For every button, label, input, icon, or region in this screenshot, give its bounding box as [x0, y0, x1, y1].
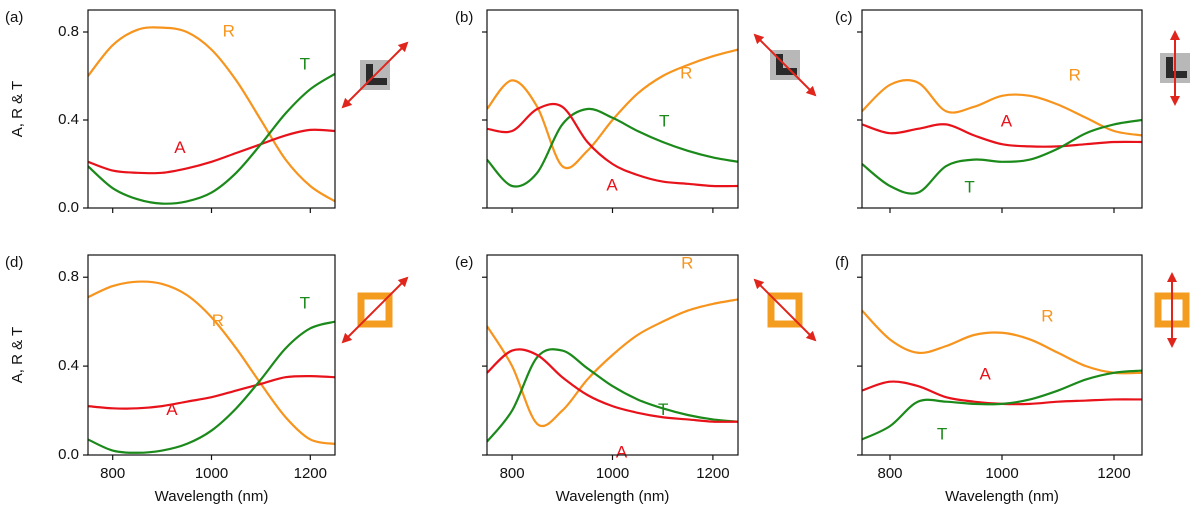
series-line — [487, 348, 738, 443]
panel-label: (b) — [455, 9, 473, 26]
x-tick-label: 1200 — [696, 465, 729, 482]
curve-label: T — [659, 112, 669, 131]
series-line — [487, 107, 738, 188]
x-axis-label: Wavelength (nm) — [155, 488, 269, 505]
curve-label: A — [166, 400, 178, 419]
panel-label: (e) — [455, 254, 473, 271]
curve-label: A — [616, 442, 628, 461]
curve-label: A — [1001, 112, 1013, 131]
curve-label: A — [606, 175, 618, 194]
curve-label: R — [223, 21, 235, 40]
plot-frame — [486, 9, 739, 209]
y-axis-label: A, R & T — [9, 327, 26, 383]
x-tick-label: 1000 — [985, 465, 1018, 482]
y-tick-label: 0.0 — [58, 199, 79, 216]
y-tick-label: 0.0 — [58, 446, 79, 463]
x-tick-label: 800 — [500, 465, 525, 482]
polarization-arrow — [753, 278, 817, 342]
series-line — [487, 348, 738, 423]
plot-frame — [486, 254, 739, 456]
series-line — [487, 102, 738, 188]
panel: (c) R A T — [835, 9, 1190, 213]
curve-label: A — [980, 364, 992, 383]
x-tick-label: 800 — [877, 465, 902, 482]
series-line — [862, 118, 1142, 195]
plot-frame — [87, 254, 336, 456]
x-tick-label: 800 — [100, 465, 125, 482]
x-tick-label: 1000 — [596, 465, 629, 482]
panel: (e) 800 1000 1200 Wavelength (nm) R T A — [455, 253, 817, 505]
plot-frame — [87, 9, 336, 209]
panel-label: (a) — [5, 9, 23, 26]
y-tick-label: 0.8 — [58, 23, 79, 40]
x-tick-label: 1000 — [195, 465, 228, 482]
curve-label: A — [174, 138, 186, 157]
series-line — [862, 369, 1142, 441]
x-tick-label: 1200 — [294, 465, 327, 482]
curve-label: T — [300, 293, 310, 312]
series-line — [862, 309, 1142, 375]
panel-label: (f) — [835, 254, 849, 271]
series-line — [88, 375, 335, 410]
x-tick-label: 1200 — [1097, 465, 1130, 482]
y-axis-label: A, R & T — [9, 81, 26, 137]
polarization-arrow — [341, 41, 409, 109]
curve-label: R — [681, 253, 693, 272]
curve-label: R — [1069, 65, 1081, 84]
series-line — [487, 298, 738, 428]
series-line — [487, 48, 738, 170]
x-axis-label: Wavelength (nm) — [945, 488, 1059, 505]
plot-frame — [861, 9, 1143, 209]
series-line — [88, 26, 335, 203]
polarization-arrow — [753, 33, 817, 97]
y-tick-label: 0.4 — [58, 111, 79, 128]
polarization-arrow — [341, 276, 409, 344]
x-axis-label: Wavelength (nm) — [556, 488, 670, 505]
curve-label: R — [1041, 307, 1053, 326]
curve-label: R — [212, 311, 224, 330]
series-line — [88, 320, 335, 454]
panel-label: (d) — [5, 254, 23, 271]
y-tick-label: 0.8 — [58, 268, 79, 285]
series-line — [862, 123, 1142, 148]
curve-label: T — [964, 178, 974, 197]
panel-label: (c) — [835, 9, 853, 26]
series-line — [862, 79, 1142, 137]
panel: (d) 0.0 0.4 0.8 800 1000 1200 A, R & T Wavelengt… — [5, 254, 409, 505]
curve-label: T — [937, 424, 947, 443]
panel: (b) R T A — [455, 9, 817, 213]
y-tick-label: 0.4 — [58, 357, 79, 374]
curve-label: T — [658, 400, 668, 419]
panel: (f) 800 1000 1200 Wavelength (nm) R A T — [835, 254, 1190, 505]
plot-frame — [861, 254, 1143, 456]
series-line — [862, 380, 1142, 406]
series-line — [88, 128, 335, 175]
curve-label: R — [680, 63, 692, 82]
panel: (a) 0.0 0.4 0.8 A, R & T R A T — [5, 9, 409, 216]
curve-label: T — [300, 54, 310, 73]
series-line — [88, 280, 335, 445]
series-line — [88, 72, 335, 205]
